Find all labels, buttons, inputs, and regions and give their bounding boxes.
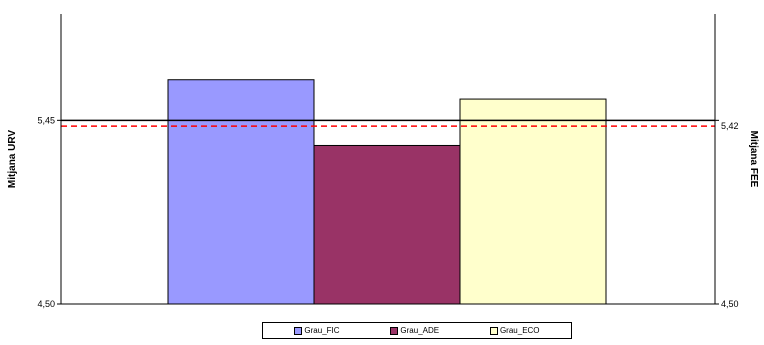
legend-label: Grau_FIC xyxy=(304,326,340,335)
bar-grau-fic xyxy=(167,79,315,305)
bars-group xyxy=(167,79,607,305)
legend-item: Grau_FIC xyxy=(294,326,340,335)
y2-tick-label: 5,42 xyxy=(721,121,739,131)
legend-label: Grau_ECO xyxy=(499,326,540,335)
legend-label: Grau_ADE xyxy=(400,326,440,335)
ticks-group xyxy=(57,119,719,305)
y-tick-label: 5,45 xyxy=(37,115,55,125)
bar-grau-eco xyxy=(459,98,607,305)
legend-swatch xyxy=(390,326,399,335)
y-tick-label: 4,50 xyxy=(37,299,55,309)
legend: Grau_FIC Grau_ADE Grau_ECO xyxy=(262,322,572,339)
legend-swatch xyxy=(294,326,303,335)
bar-grau-ade xyxy=(313,144,461,305)
y-axis-label: Mitjana URV xyxy=(7,130,18,188)
y2-axis-label: Mitjana FEE xyxy=(748,131,759,188)
y2-tick-label: 4,50 xyxy=(721,299,739,309)
legend-item: Grau_ADE xyxy=(390,326,439,335)
legend-item: Grau_ECO xyxy=(489,326,540,335)
legend-swatch xyxy=(489,326,498,335)
